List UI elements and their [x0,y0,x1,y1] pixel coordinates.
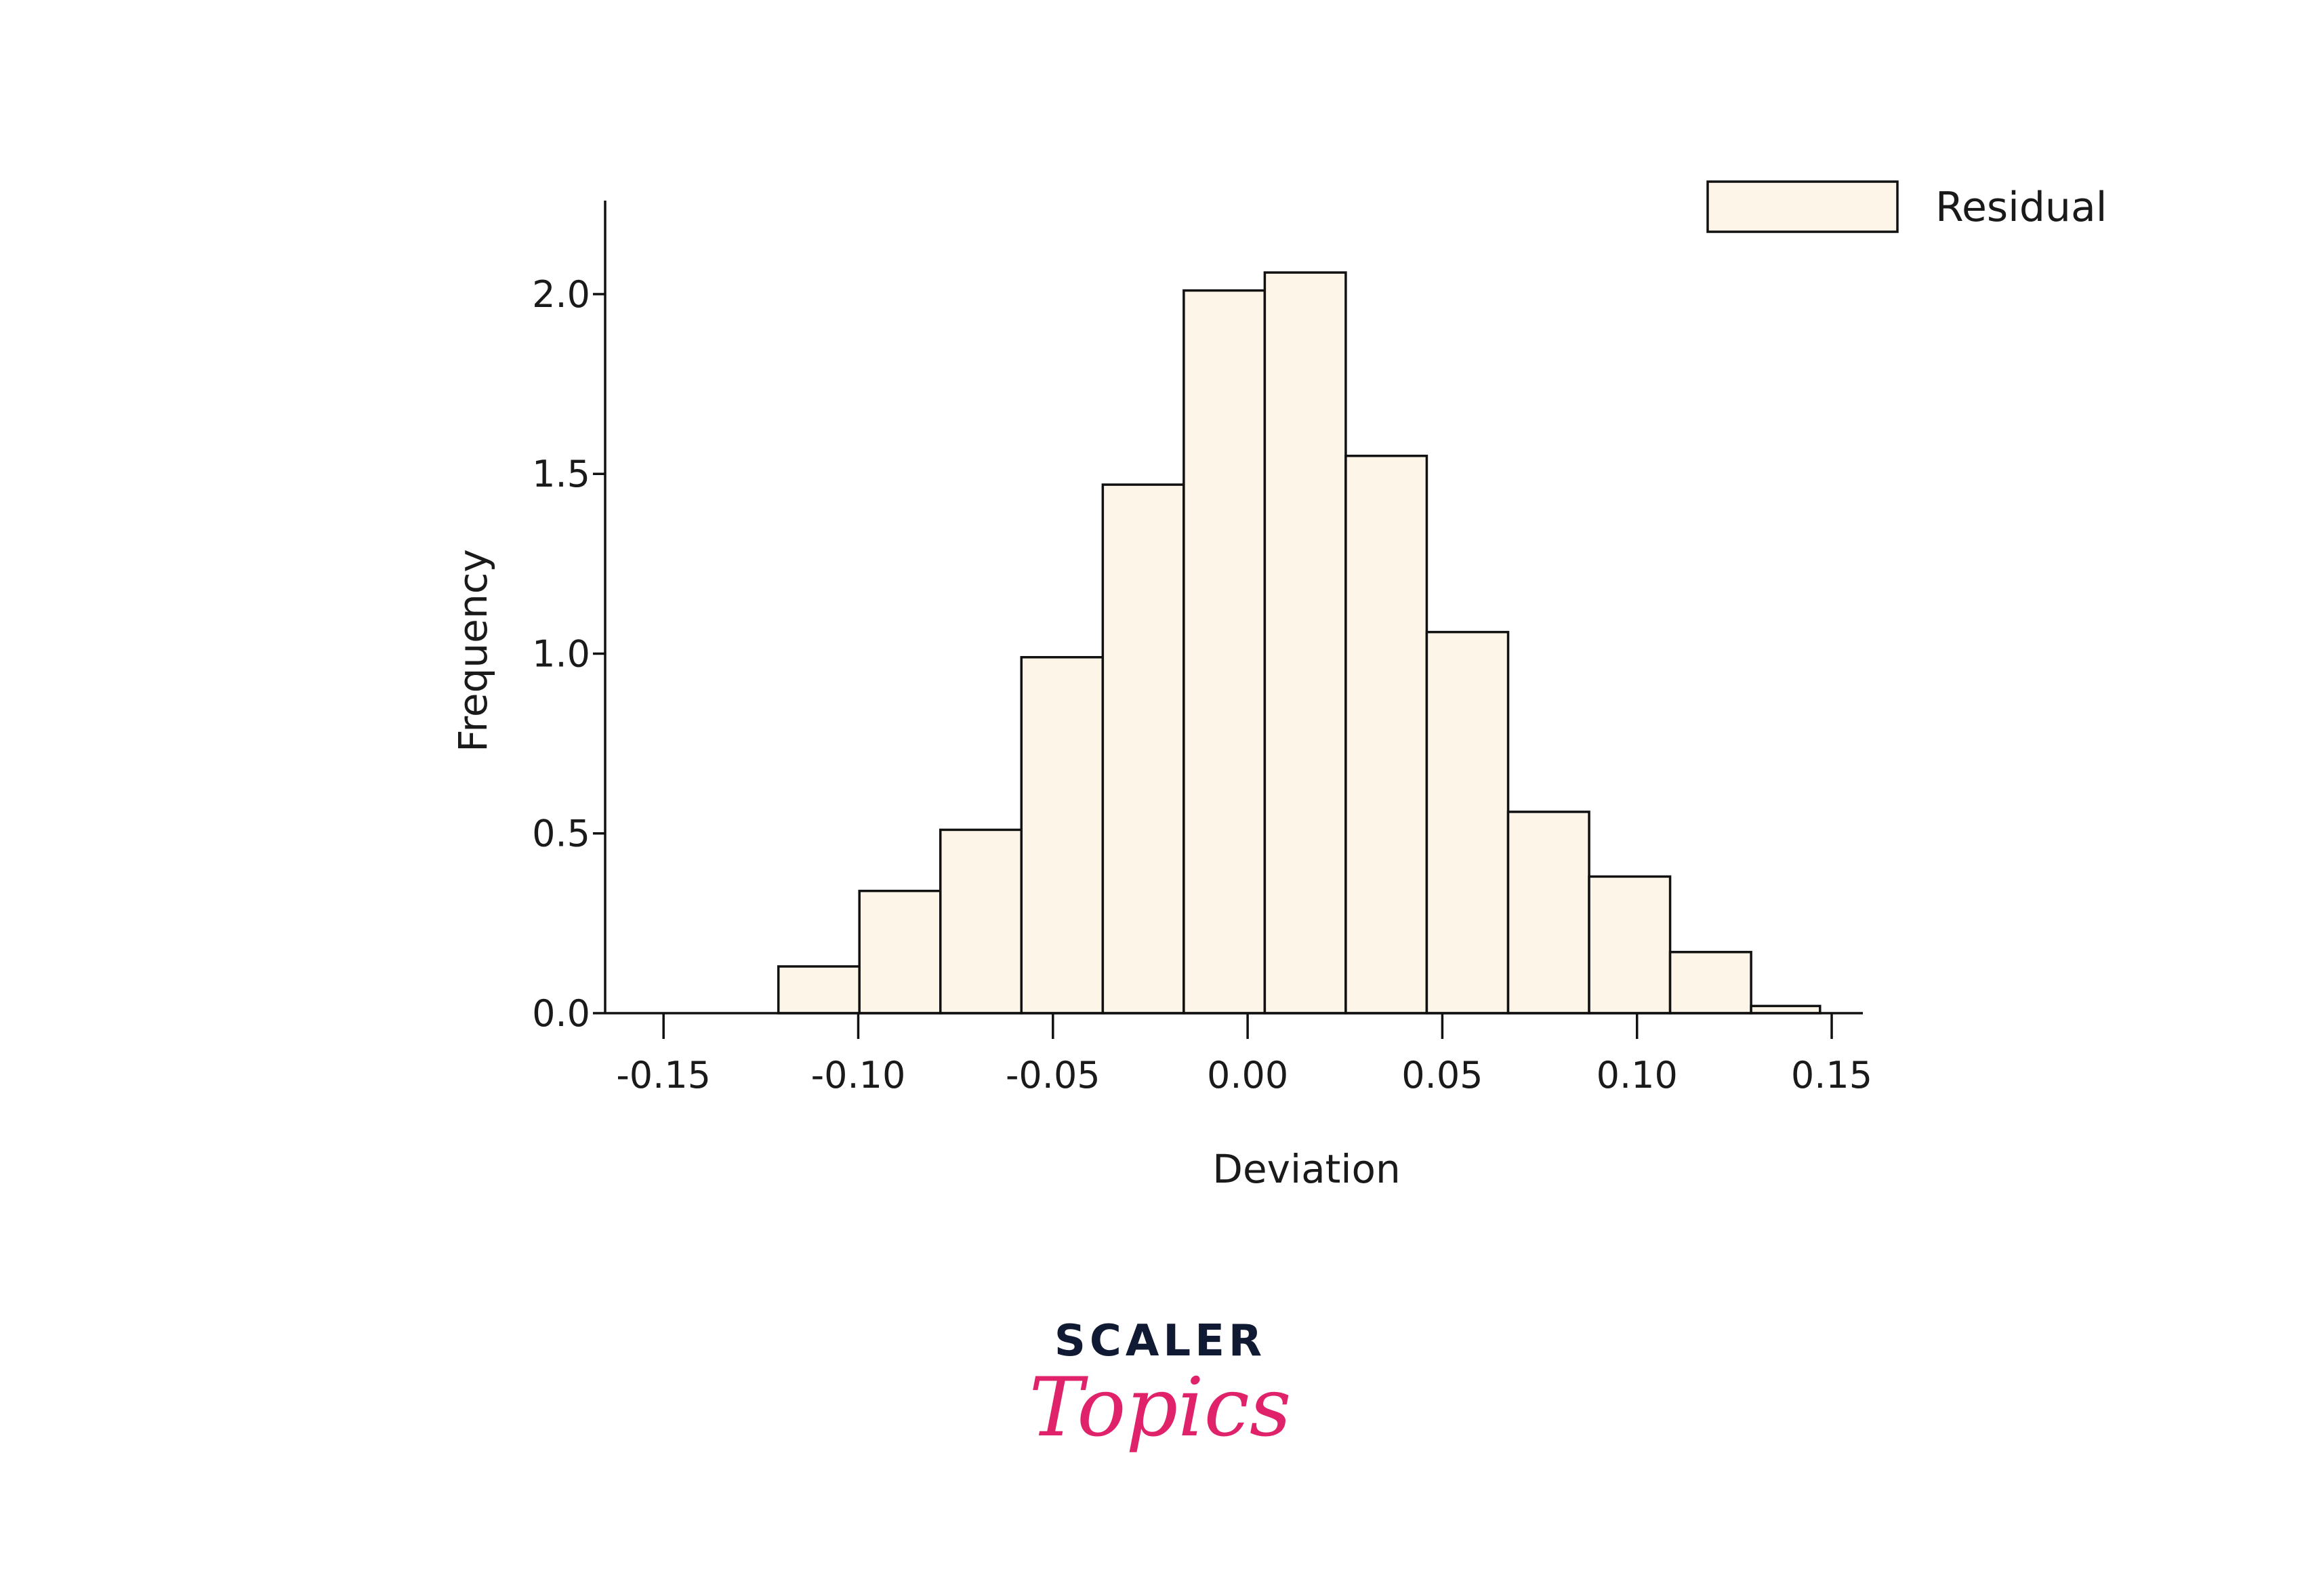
y-tick-label: 0.0 [532,992,590,1035]
logo-topics-text: Topics [1029,1361,1292,1455]
axes-group [604,201,1863,1015]
histogram-bar [1344,454,1428,1015]
histogram-bar [939,828,1023,1015]
histogram-bar [1101,483,1185,1015]
y-ticks-group: 0.0 0.5 1.0 1.5 2.0 [532,273,605,1035]
x-axis-label: Deviation [1212,1146,1400,1192]
legend: Residual [1706,180,2107,233]
x-tick-label: 0.05 [1401,1054,1483,1097]
y-tick-label: 1.0 [532,632,590,675]
histogram-bar [1020,656,1105,1015]
x-tick-label: 0.10 [1597,1054,1678,1097]
legend-swatch-residual [1706,180,1899,233]
histogram-bar [1506,811,1590,1015]
histogram-bar [1425,630,1510,1015]
x-ticks-group: -0.15 -0.10 -0.05 0.00 0.05 0.10 0.15 [616,1013,1872,1097]
y-tick-label: 1.5 [532,453,590,495]
bars-group [777,271,1822,1015]
histogram-bar [1263,271,1347,1015]
x-tick-label: 0.00 [1207,1054,1288,1097]
x-tick-label: -0.15 [616,1054,711,1097]
logo-scaler-text: SCALER [1054,1316,1266,1366]
y-tick-label: 0.5 [532,813,590,855]
histogram-bar [777,965,861,1015]
legend-label-residual: Residual [1935,184,2107,231]
x-tick-label: -0.10 [811,1054,906,1097]
x-tick-label: -0.05 [1006,1054,1100,1097]
histogram-bar [1182,289,1267,1015]
histogram-bar [1668,951,1752,1015]
histogram-bar [858,889,942,1015]
scaler-topics-logo: SCALER Topics [1029,1316,1292,1455]
y-axis-label: Frequency [450,549,496,752]
x-tick-label: 0.15 [1791,1054,1872,1097]
histogram-bar [1588,875,1672,1015]
y-tick-label: 2.0 [532,273,590,316]
